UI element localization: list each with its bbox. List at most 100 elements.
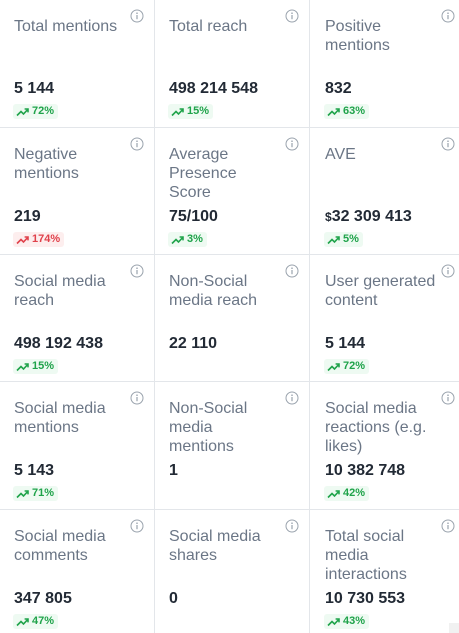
- trending-up-icon: [327, 235, 340, 244]
- change-badge: 174%: [13, 232, 65, 247]
- metric-value: 5 144: [14, 80, 55, 97]
- info-icon[interactable]: [441, 137, 455, 151]
- info-icon[interactable]: [285, 519, 299, 533]
- metric-card-user-generated-content: User generated content 5 144 72%: [310, 255, 459, 382]
- metric-card-non-social-media-reach: Non-Social media reach 22 110: [155, 255, 310, 382]
- change-badge: 72%: [13, 104, 59, 119]
- trending-up-icon: [16, 107, 29, 116]
- info-icon[interactable]: [441, 391, 455, 405]
- change-badge: 47%: [13, 614, 59, 629]
- metric-label: Non-Social media mentions: [169, 400, 248, 455]
- metric-card-non-social-media-mentions: Non-Social media mentions 1: [155, 382, 310, 510]
- metric-card-negative-mentions: Negative mentions 219 174%: [0, 128, 155, 255]
- change-badge: 15%: [13, 359, 59, 374]
- trending-up-icon: [327, 617, 340, 626]
- trending-up-icon: [16, 235, 29, 244]
- info-icon[interactable]: [285, 9, 299, 23]
- info-icon[interactable]: [441, 519, 455, 533]
- metric-value: 0: [169, 590, 178, 607]
- metric-value: 10 382 748: [325, 462, 406, 479]
- metric-label: Positive mentions: [325, 18, 390, 54]
- metric-value-number: 32 309 413: [331, 208, 412, 225]
- info-icon[interactable]: [441, 9, 455, 23]
- change-badge: 5%: [324, 232, 363, 247]
- change-value: 71%: [32, 487, 55, 499]
- metric-value: 10 730 553: [325, 590, 406, 607]
- metric-label: Total reach: [169, 18, 248, 35]
- trending-up-icon: [16, 489, 29, 498]
- metric-card-social-media-reactions: Social media reactions (e.g. likes) 10 3…: [310, 382, 459, 510]
- trending-up-icon: [327, 107, 340, 116]
- metric-value: 75/100: [169, 208, 218, 225]
- metric-card-average-presence-score: Average Presence Score 75/100 3%: [155, 128, 310, 255]
- metric-card-total-social-media-interactions: Total social media interactions 10 730 5…: [310, 510, 459, 633]
- metric-value: 219: [14, 208, 41, 225]
- metric-label: Social media shares: [169, 528, 261, 564]
- change-value: 15%: [32, 360, 55, 372]
- info-icon[interactable]: [130, 264, 144, 278]
- change-badge: 63%: [324, 104, 370, 119]
- metric-value: $32 309 413: [325, 208, 412, 226]
- trending-up-icon: [171, 107, 184, 116]
- metric-value: 832: [325, 80, 352, 97]
- metric-card-total-reach: Total reach 498 214 548 15%: [155, 0, 310, 128]
- metric-card-social-media-mentions: Social media mentions 5 143 71%: [0, 382, 155, 510]
- metric-value: 5 143: [14, 462, 55, 479]
- change-value: 42%: [343, 487, 366, 499]
- metric-label: Non-Social media reach: [169, 273, 258, 309]
- metric-value: 498 214 548: [169, 80, 258, 97]
- change-badge: 3%: [168, 232, 207, 247]
- metric-card-social-media-reach: Social media reach 498 192 438 15%: [0, 255, 155, 382]
- trending-up-icon: [327, 362, 340, 371]
- metric-value: 22 110: [169, 335, 218, 352]
- change-badge: 71%: [13, 486, 59, 501]
- metric-card-social-media-comments: Social media comments 347 805 47%: [0, 510, 155, 633]
- change-value: 47%: [32, 615, 55, 627]
- metric-card-social-media-shares: Social media shares 0: [155, 510, 310, 633]
- change-value: 72%: [343, 360, 366, 372]
- metric-label: Social media comments: [14, 528, 106, 564]
- info-icon[interactable]: [285, 137, 299, 151]
- change-value: 43%: [343, 615, 366, 627]
- change-value: 3%: [187, 233, 203, 245]
- change-value: 174%: [32, 233, 61, 245]
- metric-value: 5 144: [325, 335, 366, 352]
- scrollbar-corner[interactable]: [449, 623, 459, 633]
- info-icon[interactable]: [130, 137, 144, 151]
- currency-symbol: $: [325, 210, 332, 224]
- change-value: 63%: [343, 105, 366, 117]
- metric-label: Negative mentions: [14, 146, 79, 182]
- trending-up-icon: [16, 362, 29, 371]
- metric-value: 347 805: [14, 590, 72, 607]
- trending-up-icon: [327, 489, 340, 498]
- metric-label: Total mentions: [14, 18, 118, 35]
- metric-label: User generated content: [325, 273, 436, 309]
- change-value: 15%: [187, 105, 210, 117]
- info-icon[interactable]: [285, 391, 299, 405]
- metric-card-positive-mentions: Positive mentions 832 63%: [310, 0, 459, 128]
- metric-label: Social media mentions: [14, 400, 106, 436]
- metric-label: Social media reach: [14, 273, 106, 309]
- metric-card-total-mentions: Total mentions 5 144 72%: [0, 0, 155, 128]
- metric-label: Average Presence Score: [169, 146, 237, 201]
- info-icon[interactable]: [130, 9, 144, 23]
- metric-label: Total social media interactions: [325, 528, 407, 583]
- change-badge: 15%: [168, 104, 214, 119]
- metric-value: 498 192 438: [14, 335, 103, 352]
- metric-card-ave: AVE $32 309 413 5%: [310, 128, 459, 255]
- info-icon[interactable]: [130, 519, 144, 533]
- change-badge: 72%: [324, 359, 370, 374]
- metric-label: AVE: [325, 146, 356, 163]
- metric-label: Social media reactions (e.g. likes): [325, 400, 427, 455]
- info-icon[interactable]: [441, 264, 455, 278]
- trending-up-icon: [171, 235, 184, 244]
- change-badge: 43%: [324, 614, 370, 629]
- info-icon[interactable]: [285, 264, 299, 278]
- change-value: 5%: [343, 233, 359, 245]
- change-value: 72%: [32, 105, 55, 117]
- change-badge: 42%: [324, 486, 370, 501]
- trending-up-icon: [16, 617, 29, 626]
- info-icon[interactable]: [130, 391, 144, 405]
- metric-value: 1: [169, 462, 178, 479]
